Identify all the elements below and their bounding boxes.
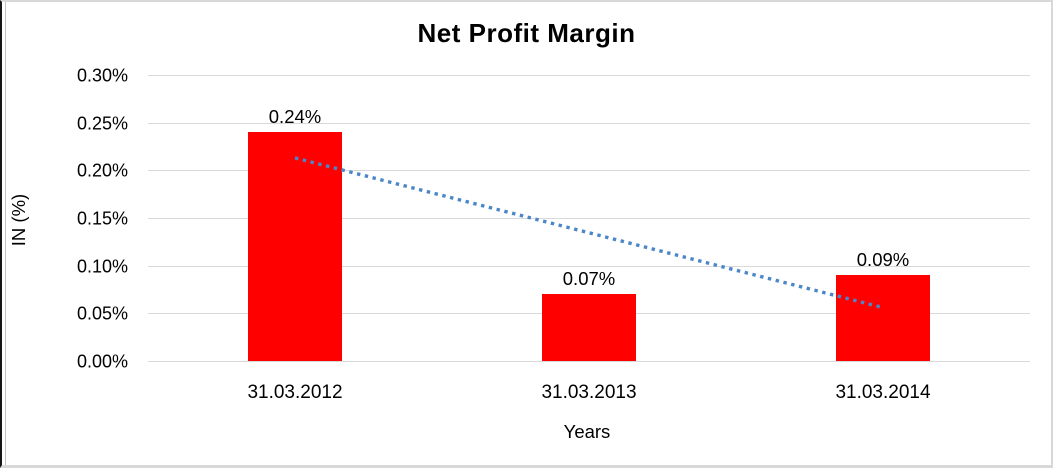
y-tick-label: 0.30% — [76, 65, 128, 86]
y-tick-label: 0.20% — [76, 160, 128, 181]
x-axis-title: Years — [563, 421, 611, 442]
y-axis-title: IN (%) — [8, 193, 29, 247]
y-tick-label: 0.10% — [76, 256, 128, 277]
x-category-label: 31.03.2014 — [835, 382, 931, 403]
x-category-label: 31.03.2012 — [247, 382, 343, 403]
bar-data-label: 0.24% — [268, 106, 322, 128]
gridline — [148, 75, 1030, 76]
x-category-label: 31.03.2013 — [541, 382, 637, 403]
y-tick-label: 0.05% — [76, 303, 128, 324]
bar-data-label: 0.09% — [856, 249, 910, 271]
chart-title: Net Profit Margin — [417, 18, 636, 48]
bar-data-label: 0.07% — [562, 268, 616, 290]
y-tick-label: 0.15% — [76, 208, 128, 229]
bar — [542, 294, 636, 361]
inner-left-border — [5, 2, 6, 465]
gridline — [148, 361, 1030, 362]
gridline — [148, 122, 1030, 124]
y-tick-label: 0.00% — [76, 351, 128, 372]
y-tick-label: 0.25% — [76, 113, 128, 134]
bar — [248, 132, 342, 361]
bar — [836, 275, 930, 361]
